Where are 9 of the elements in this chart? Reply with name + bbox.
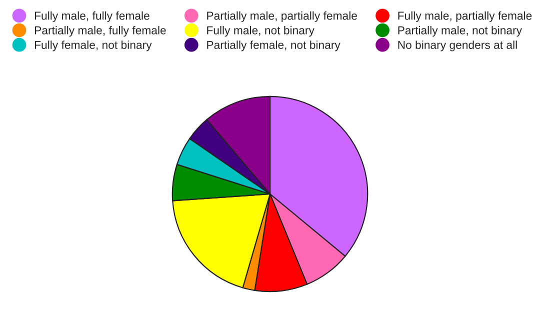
legend-label: Partially male, fully female: [34, 26, 166, 37]
legend-label: No binary genders at all: [398, 40, 517, 52]
legend-label: Partially female, not binary: [207, 40, 340, 52]
legend-label: Fully male, fully female: [34, 11, 150, 22]
legend-label: Partially male, not binary: [398, 26, 522, 37]
legend-label: Fully male, not binary: [207, 26, 314, 37]
legend-label: Partially male, partially female: [207, 11, 357, 22]
legend-label: Fully male, partially female: [398, 11, 532, 22]
legend-label: Fully female, not binary: [34, 40, 152, 52]
